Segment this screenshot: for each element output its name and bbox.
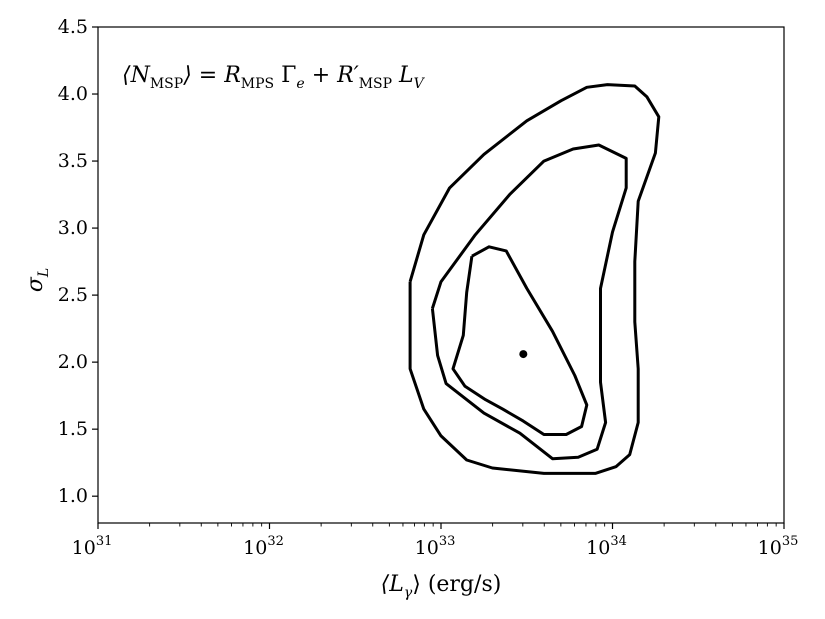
y-tick-label: 1.5: [58, 418, 88, 440]
x-tick-label: 1035: [758, 534, 799, 559]
x-axis-label: ⟨Lγ⟩ (erg/s): [381, 572, 502, 601]
contour-lines: [408, 83, 661, 475]
x-tick-label: 1033: [415, 534, 456, 559]
best-fit-point: [519, 350, 528, 359]
contour-middle: [430, 143, 628, 461]
y-axis-label: σL: [23, 268, 52, 292]
contour-outer: [408, 83, 661, 475]
y-tick-label: 1.0: [58, 485, 88, 507]
y-axis-ticks: 1.0 1.5 2.0 2.5 3.0 3.5 4.0 4.5: [58, 16, 98, 507]
plot-frame: [97, 26, 785, 524]
y-tick-label: 3.0: [58, 217, 88, 239]
y-tick-label: 3.5: [58, 150, 88, 172]
y-tick-label: 4.5: [58, 16, 88, 38]
x-tick-label: 1032: [243, 534, 284, 559]
contour-inner: [451, 245, 589, 436]
x-axis-ticks: 1031 1032 1033 1034 1035: [72, 523, 799, 559]
y-tick-label: 2.0: [58, 351, 88, 373]
x-tick-label: 1034: [586, 534, 627, 559]
x-tick-label: 1031: [72, 534, 113, 559]
model-annotation: ⟨NMSP⟩ = RMPS Γe + R′MSP LV: [122, 63, 426, 92]
y-tick-label: 2.5: [58, 284, 88, 306]
y-tick-label: 4.0: [58, 83, 88, 105]
